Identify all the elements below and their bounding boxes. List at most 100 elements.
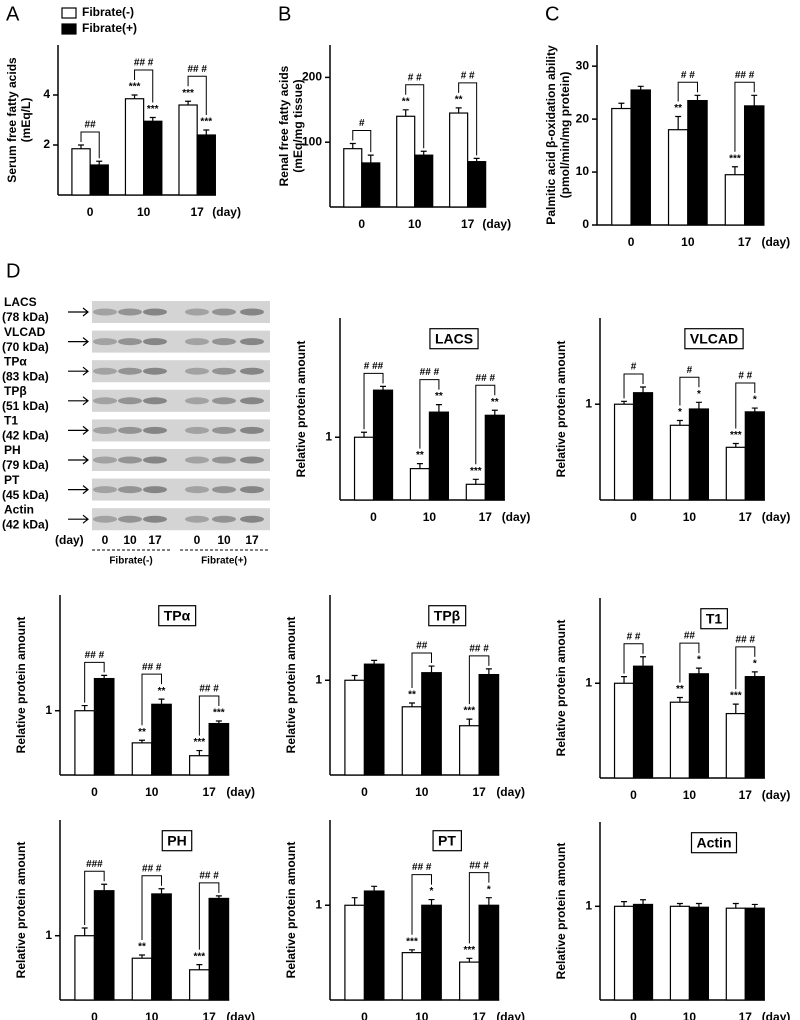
bar xyxy=(478,673,500,776)
x-axis-unit: (day) xyxy=(482,217,511,231)
arrow xyxy=(68,425,89,435)
bracket xyxy=(679,642,700,683)
y-tick-label: 1 xyxy=(585,898,592,912)
x-tick-label: 0 xyxy=(630,1010,637,1020)
blot-band xyxy=(240,308,264,316)
blot-band xyxy=(143,367,167,375)
error-bar xyxy=(621,400,628,405)
error-bar xyxy=(621,901,628,907)
error-bar xyxy=(640,899,647,905)
bar xyxy=(421,904,442,1001)
protein-name: TPα xyxy=(4,354,27,368)
bracket-label: ## # xyxy=(469,860,489,871)
bracket-label: ## # xyxy=(469,644,489,655)
bracket xyxy=(458,82,478,156)
x-axis-unit: (day) xyxy=(226,785,255,799)
blot-band xyxy=(93,456,117,464)
bar xyxy=(189,969,210,1001)
y-axis-label: Relative protein amount xyxy=(284,842,298,979)
y-tick-label: 10 xyxy=(576,164,590,178)
error-bar xyxy=(675,115,682,130)
significance-stars: *** xyxy=(147,104,159,115)
y-tick-label: 30 xyxy=(576,58,590,72)
lane-day: 17 xyxy=(148,533,162,547)
title-box xyxy=(432,830,462,852)
y-axis-label: Relative protein amount xyxy=(284,617,298,754)
bracket xyxy=(198,882,220,950)
title-box xyxy=(690,832,738,854)
bracket xyxy=(475,384,496,465)
error-bar xyxy=(409,702,416,707)
error-bar xyxy=(676,419,683,426)
y-tick-label: 1 xyxy=(585,675,592,689)
y-axis-label: Relative protein amount xyxy=(294,341,308,478)
significance-stars: *** xyxy=(729,153,741,164)
blot-strip xyxy=(92,508,270,531)
blot-band xyxy=(212,367,236,375)
blot-band xyxy=(93,486,117,494)
x-tick-label: 10 xyxy=(145,785,159,799)
significance-stars: *** xyxy=(464,706,476,717)
bracket-label: # # xyxy=(738,371,752,382)
significance-stars: *** xyxy=(464,945,476,956)
title-box xyxy=(158,605,197,627)
blot-band xyxy=(143,456,167,464)
blot-band xyxy=(118,456,142,464)
bracket xyxy=(679,376,700,406)
x-tick-label: 0 xyxy=(358,217,365,231)
blot-strip xyxy=(92,389,270,412)
blot-strip xyxy=(92,478,270,501)
bar xyxy=(465,483,486,501)
bracket xyxy=(84,870,105,925)
x-tick-label: 17 xyxy=(739,1010,753,1020)
bracket-label: ### xyxy=(86,859,103,870)
lane-day: 10 xyxy=(123,533,137,547)
blot-band xyxy=(240,367,264,375)
blot-band xyxy=(212,515,236,523)
x-axis-unit: (day) xyxy=(762,1010,791,1020)
error-bar xyxy=(428,665,435,673)
panel-label: C xyxy=(545,3,559,25)
protein-size: (78 kDa) xyxy=(2,310,49,324)
bar xyxy=(131,957,153,1001)
significance-stars: ** xyxy=(408,690,416,701)
blot-band xyxy=(93,338,117,346)
y-axis-label: (mEq/L) xyxy=(19,98,33,143)
title-box xyxy=(429,328,479,350)
bracket-label: # xyxy=(359,118,365,129)
x-tick-label: 17 xyxy=(190,205,204,219)
protein-size: (42 kDa) xyxy=(2,429,49,443)
bracket xyxy=(411,874,433,935)
error-bar xyxy=(473,157,480,162)
bar xyxy=(632,903,654,1001)
error-bar xyxy=(751,407,758,412)
x-tick-label: 10 xyxy=(423,510,437,524)
error-bar xyxy=(621,676,628,684)
blot-band xyxy=(143,338,167,346)
x-tick-label: 0 xyxy=(91,785,98,799)
bar xyxy=(724,174,746,226)
bracket-label: ## # xyxy=(85,650,105,661)
error-bar xyxy=(351,897,358,906)
title-box xyxy=(161,830,193,852)
bracket xyxy=(187,75,207,115)
x-tick-label: 10 xyxy=(681,235,695,249)
bar xyxy=(93,677,115,776)
blot-band xyxy=(143,397,167,405)
significance-stars: * xyxy=(678,407,682,418)
significance-stars: ** xyxy=(138,942,146,953)
bracket xyxy=(411,652,433,688)
error-bar xyxy=(420,150,427,156)
arrow xyxy=(68,485,89,495)
error-bar xyxy=(196,964,203,970)
error-bar xyxy=(751,94,758,106)
blot-band xyxy=(93,367,117,375)
x-tick-label: 17 xyxy=(739,510,753,524)
x-tick-label: 17 xyxy=(461,217,475,231)
bar xyxy=(613,403,635,501)
error-bar xyxy=(732,703,739,714)
bracket-label: # xyxy=(631,362,637,373)
x-tick-label: 0 xyxy=(87,205,94,219)
protein-size: (45 kDa) xyxy=(2,488,49,502)
protein-size: (51 kDa) xyxy=(2,399,49,413)
